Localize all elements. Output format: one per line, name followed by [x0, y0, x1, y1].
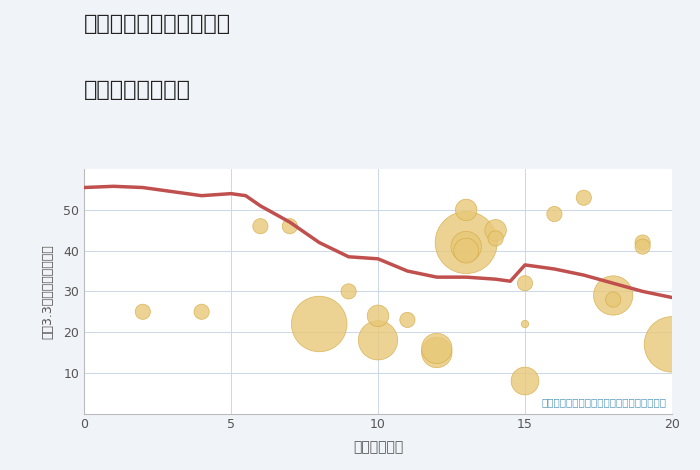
X-axis label: 駅距離（分）: 駅距離（分） [353, 440, 403, 454]
Point [196, 308, 207, 315]
Point [431, 345, 442, 352]
Point [608, 296, 619, 303]
Point [519, 320, 531, 328]
Point [608, 292, 619, 299]
Point [461, 247, 472, 254]
Point [519, 280, 531, 287]
Point [461, 206, 472, 214]
Point [343, 288, 354, 295]
Point [490, 235, 501, 242]
Point [137, 308, 148, 315]
Point [461, 243, 472, 251]
Point [490, 227, 501, 234]
Point [402, 316, 413, 324]
Point [549, 210, 560, 218]
Point [637, 239, 648, 246]
Point [637, 243, 648, 251]
Point [461, 239, 472, 246]
Point [431, 349, 442, 356]
Y-axis label: 坪（3.3㎡）単価（万円）: 坪（3.3㎡）単価（万円） [42, 244, 55, 339]
Point [314, 320, 325, 328]
Text: 神奈川県伊勢原市大山の: 神奈川県伊勢原市大山の [84, 14, 231, 34]
Point [372, 337, 384, 344]
Point [666, 341, 678, 348]
Point [519, 377, 531, 385]
Point [578, 194, 589, 202]
Text: 駅距離別土地価格: 駅距離別土地価格 [84, 80, 191, 100]
Point [255, 222, 266, 230]
Point [372, 312, 384, 320]
Point [284, 222, 295, 230]
Text: 円の大きさは、取引のあった物件面積を示す: 円の大きさは、取引のあった物件面積を示す [541, 398, 666, 407]
